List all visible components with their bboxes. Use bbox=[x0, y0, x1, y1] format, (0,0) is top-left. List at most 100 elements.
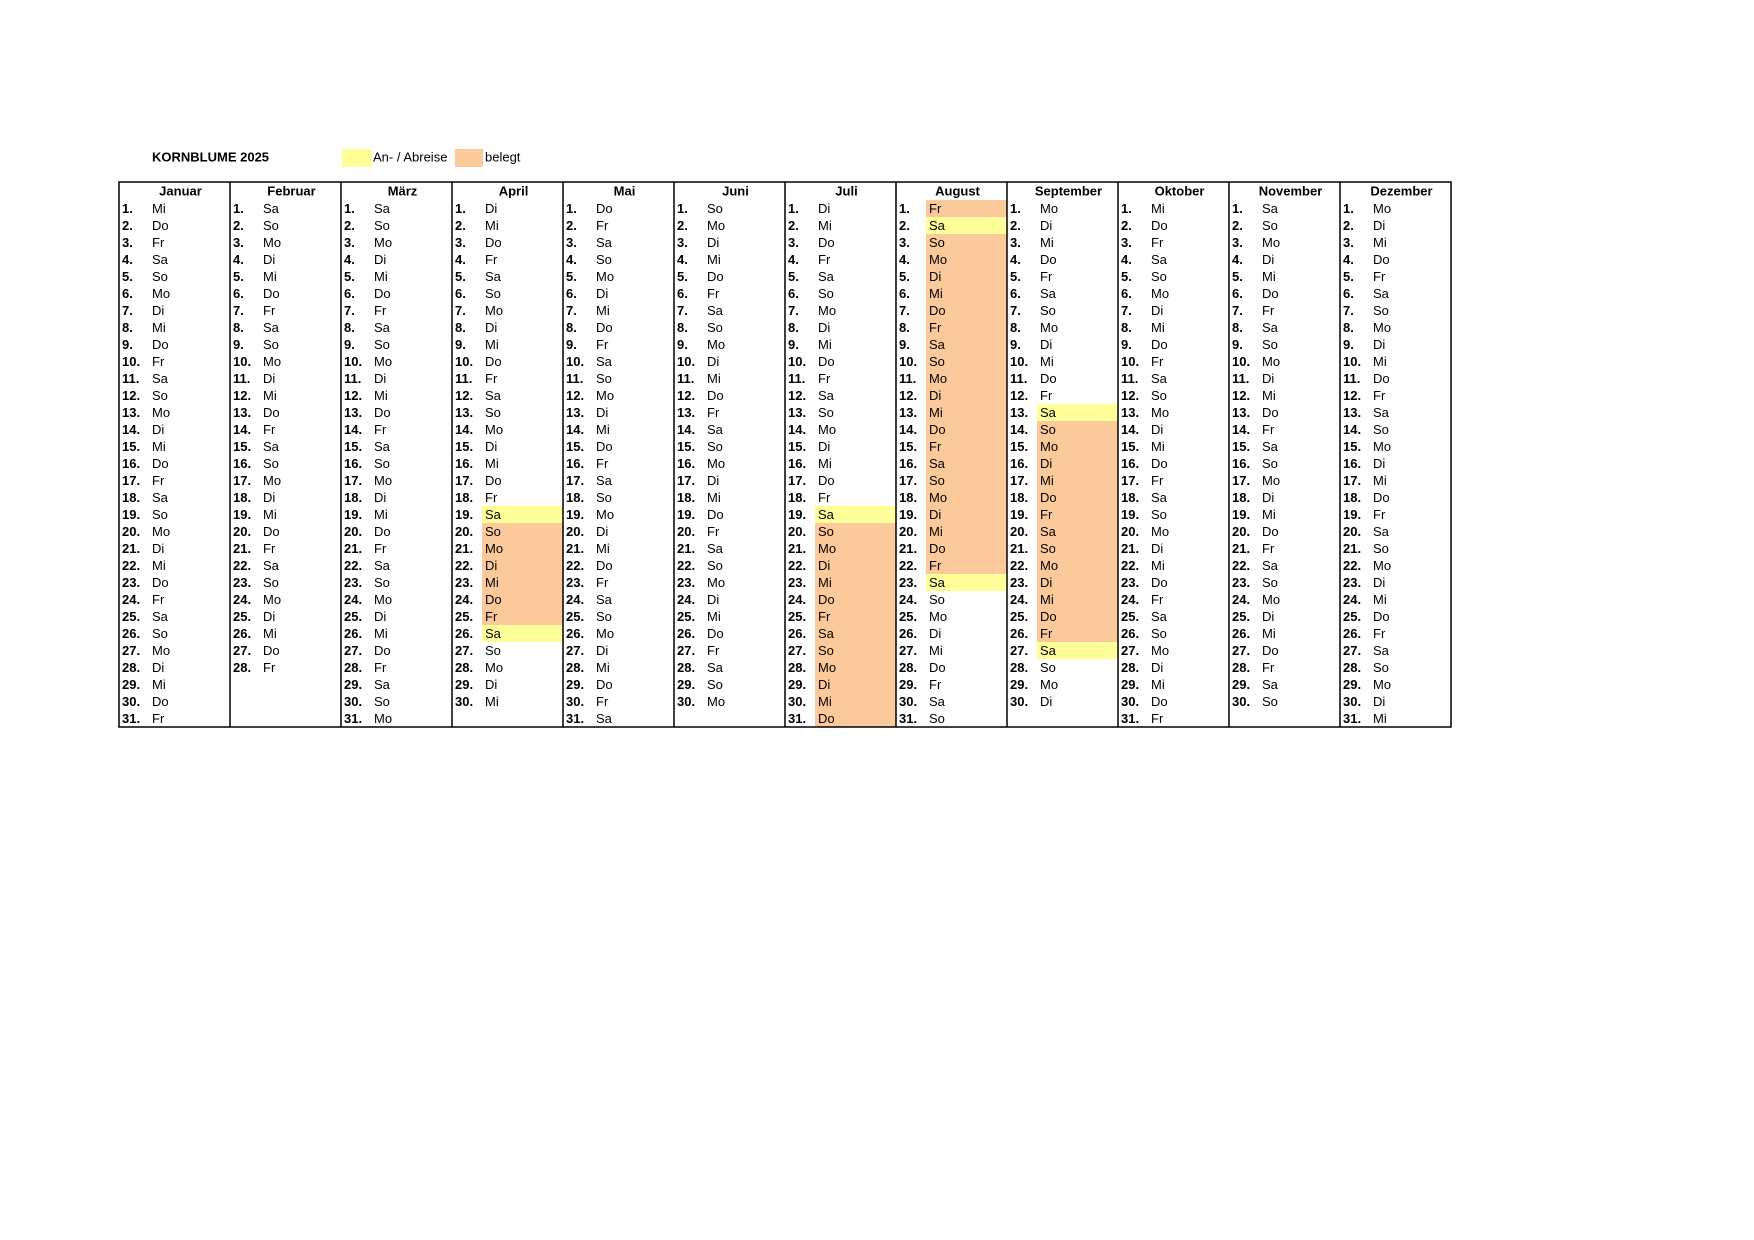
weekday: Mo bbox=[485, 541, 503, 556]
weekday: Do bbox=[818, 711, 835, 726]
weekday: Mi bbox=[374, 507, 388, 522]
weekday: Mo bbox=[485, 660, 503, 675]
weekday: Mo bbox=[1262, 354, 1280, 369]
weekday: Di bbox=[152, 541, 164, 556]
day-number: 4. bbox=[1010, 252, 1021, 267]
highlight bbox=[1037, 438, 1118, 455]
day-number: 1. bbox=[1121, 201, 1132, 216]
highlight bbox=[926, 268, 1007, 285]
weekday: Fr bbox=[707, 643, 720, 658]
highlight bbox=[926, 472, 1007, 489]
weekday: So bbox=[929, 354, 945, 369]
day-number: 5. bbox=[566, 269, 577, 284]
highlight bbox=[926, 319, 1007, 336]
day-number: 3. bbox=[122, 235, 133, 250]
weekday: Sa bbox=[929, 694, 946, 709]
day-number: 31. bbox=[899, 711, 917, 726]
day-number: 21. bbox=[899, 541, 917, 556]
day-number: 9. bbox=[455, 337, 466, 352]
day-number: 11. bbox=[455, 371, 472, 386]
weekday: Do bbox=[263, 286, 280, 301]
day-number: 10. bbox=[677, 354, 695, 369]
weekday: Mi bbox=[818, 337, 832, 352]
highlight bbox=[815, 676, 896, 693]
weekday: So bbox=[374, 575, 390, 590]
day-number: 19. bbox=[677, 507, 695, 522]
day-number: 16. bbox=[677, 456, 695, 471]
day-number: 26. bbox=[455, 626, 473, 641]
weekday: Do bbox=[707, 388, 724, 403]
weekday: Do bbox=[596, 677, 613, 692]
day-number: 2. bbox=[455, 218, 466, 233]
month-name: April bbox=[499, 183, 529, 198]
day-number: 10. bbox=[788, 354, 806, 369]
weekday: Di bbox=[707, 354, 719, 369]
day-number: 16. bbox=[1010, 456, 1028, 471]
day-number: 29. bbox=[344, 677, 362, 692]
day-number: 5. bbox=[122, 269, 133, 284]
day-number: 18. bbox=[1343, 490, 1361, 505]
highlight bbox=[1037, 523, 1118, 540]
day-number: 19. bbox=[233, 507, 251, 522]
weekday: So bbox=[374, 694, 390, 709]
day-number: 15. bbox=[122, 439, 140, 454]
day-number: 13. bbox=[1343, 405, 1361, 420]
weekday: Mo bbox=[152, 405, 170, 420]
weekday: Di bbox=[374, 490, 386, 505]
weekday: Mo bbox=[152, 286, 170, 301]
day-number: 9. bbox=[899, 337, 910, 352]
day-number: 28. bbox=[1343, 660, 1361, 675]
weekday: Do bbox=[152, 218, 169, 233]
highlight bbox=[482, 608, 563, 625]
day-number: 25. bbox=[1343, 609, 1361, 624]
weekday: Fr bbox=[374, 422, 387, 437]
weekday: Di bbox=[929, 507, 941, 522]
day-number: 7. bbox=[1121, 303, 1132, 318]
day-number: 7. bbox=[455, 303, 466, 318]
day-number: 1. bbox=[455, 201, 466, 216]
weekday: Fr bbox=[929, 558, 942, 573]
weekday: Do bbox=[1040, 609, 1057, 624]
day-number: 16. bbox=[899, 456, 917, 471]
day-number: 3. bbox=[566, 235, 577, 250]
highlight bbox=[926, 404, 1007, 421]
month-name: Mai bbox=[614, 183, 636, 198]
weekday: Do bbox=[1151, 337, 1168, 352]
weekday: Fr bbox=[707, 405, 720, 420]
weekday: Di bbox=[263, 371, 275, 386]
day-number: 21. bbox=[122, 541, 140, 556]
day-number: 10. bbox=[1010, 354, 1028, 369]
highlight bbox=[926, 523, 1007, 540]
weekday: So bbox=[1373, 660, 1389, 675]
day-number: 20. bbox=[344, 524, 362, 539]
day-number: 23. bbox=[1232, 575, 1250, 590]
weekday: Mi bbox=[596, 422, 610, 437]
weekday: So bbox=[1262, 575, 1278, 590]
weekday: Fr bbox=[1373, 507, 1386, 522]
weekday: Do bbox=[1151, 575, 1168, 590]
day-number: 6. bbox=[677, 286, 688, 301]
highlight bbox=[1037, 625, 1118, 642]
weekday: Di bbox=[818, 320, 830, 335]
weekday: Mi bbox=[1262, 626, 1276, 641]
day-number: 24. bbox=[344, 592, 362, 607]
weekday: Do bbox=[1040, 371, 1057, 386]
day-number: 29. bbox=[899, 677, 917, 692]
weekday: So bbox=[707, 558, 723, 573]
weekday: Mi bbox=[1151, 320, 1165, 335]
day-number: 16. bbox=[122, 456, 140, 471]
weekday: Mo bbox=[152, 643, 170, 658]
day-number: 25. bbox=[899, 609, 917, 624]
day-number: 17. bbox=[1121, 473, 1139, 488]
day-number: 5. bbox=[344, 269, 355, 284]
weekday: Sa bbox=[1262, 677, 1279, 692]
weekday: Do bbox=[929, 660, 946, 675]
weekday: Di bbox=[596, 524, 608, 539]
weekday: Sa bbox=[929, 337, 946, 352]
weekday: Mi bbox=[1151, 558, 1165, 573]
weekday: Mo bbox=[1373, 677, 1391, 692]
day-number: 4. bbox=[1232, 252, 1243, 267]
highlight bbox=[926, 387, 1007, 404]
weekday: Do bbox=[818, 235, 835, 250]
day-number: 20. bbox=[455, 524, 473, 539]
